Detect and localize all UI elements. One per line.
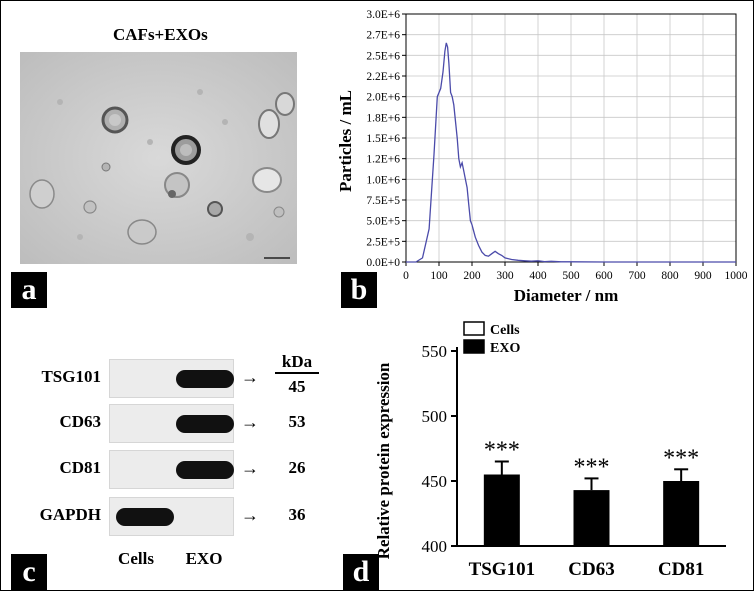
protein-band: [176, 415, 234, 433]
y-tick-label: 400: [422, 537, 448, 556]
legend-swatch: [463, 321, 485, 336]
x-tick-label: 600: [595, 270, 613, 282]
lane-label-exo: EXO: [185, 549, 223, 568]
blot-lane-strip: [109, 450, 234, 489]
panel-d-letter: d: [343, 554, 379, 590]
x-tick-label: TSG101: [469, 559, 536, 580]
bar-exo-cd63: [573, 490, 610, 546]
legend: Cells EXO: [463, 321, 520, 356]
y-tick-labels: 0.0E+0 2.5E+5 5.0E+5 7.5E+5 1.0E+6 1.2E+6 1.5E…: [366, 9, 400, 269]
x-tick-label: 400: [529, 270, 547, 282]
significance-label: ***: [484, 438, 520, 464]
x-tick-label: 200: [463, 270, 481, 282]
y-tick-label: 450: [422, 472, 448, 491]
significance-label: ***: [663, 445, 699, 471]
bar-exo-tsg101: [483, 474, 520, 546]
y-tick-label: 1.2E+6: [366, 154, 400, 166]
arrow-icon: →: [241, 367, 259, 387]
legend-swatch: [463, 339, 485, 354]
axes: [402, 13, 737, 266]
protein-expression-chart: 400 450 500 550 *** *** *** TSG101 CD63 CD81 Ce…: [374, 321, 726, 580]
y-tick-label: 7.5E+5: [366, 195, 400, 207]
y-tick-label: 3.0E+6: [366, 9, 400, 21]
blot-row-label: CD81: [59, 458, 101, 477]
y-tick-label: 1.8E+6: [366, 112, 400, 124]
y-tick-label: 2.7E+6: [366, 30, 400, 42]
y-tick-label: 500: [422, 407, 448, 426]
kda-value: 26: [288, 458, 306, 477]
grid: [405, 13, 737, 263]
kda-value: 36: [288, 505, 306, 524]
y-axis-label: Relative protein expression: [374, 362, 393, 559]
x-tick-label: 800: [661, 270, 679, 282]
kda-value: 53: [288, 412, 306, 431]
panel-a-letter: a: [11, 272, 47, 308]
kda-header: kDa: [275, 352, 319, 374]
blot-lane-strip: [109, 359, 234, 398]
panel-b-letter: b: [341, 272, 377, 308]
x-tick-label: 300: [496, 270, 514, 282]
legend-label: EXO: [490, 341, 520, 356]
blot-row-label: CD63: [59, 412, 101, 431]
protein-band: [176, 370, 234, 388]
y-tick-label: 1.0E+6: [366, 174, 400, 186]
x-tick-label: 500: [562, 270, 580, 282]
blot-row-label: TSG101: [41, 367, 101, 386]
x-tick-label: 700: [628, 270, 646, 282]
panel-a-title: CAFs+EXOs: [113, 25, 208, 44]
blot-lane-strip: [109, 497, 234, 536]
y-tick-label: 1.5E+6: [366, 133, 400, 145]
x-tick-label: 100: [430, 270, 448, 282]
x-axis-label: Diameter / nm: [514, 286, 619, 305]
particle-distribution-line: [406, 42, 736, 263]
arrow-icon: →: [241, 505, 259, 525]
arrow-icon: →: [241, 458, 259, 478]
x-tick-label: 0: [403, 270, 409, 282]
blot-lane-strip: [109, 404, 234, 443]
x-tick-labels: TSG101 CD63 CD81: [469, 559, 705, 580]
y-tick-labels: 400 450 500 550: [422, 342, 448, 556]
x-tick-label: CD63: [568, 559, 614, 580]
lane-label-cells: Cells: [118, 549, 154, 568]
bars: *** *** ***: [483, 438, 700, 546]
x-tick-label: 900: [694, 270, 712, 282]
y-tick-label: 550: [422, 342, 448, 361]
arrow-icon: →: [241, 412, 259, 432]
legend-label: Cells: [490, 323, 520, 338]
y-tick-label: 2.5E+6: [366, 50, 400, 62]
y-tick-label: 5.0E+5: [366, 216, 400, 228]
y-tick-label: 2.0E+6: [366, 92, 400, 104]
kda-value: 45: [288, 377, 306, 396]
y-tick-label: 2.5E+5: [366, 236, 400, 248]
panel-c-letter: c: [11, 554, 47, 590]
bar-exo-cd81: [663, 481, 700, 546]
x-tick-label: CD81: [658, 559, 704, 580]
protein-band: [116, 508, 174, 526]
y-tick-label: 0.0E+0: [366, 257, 400, 269]
nta-size-distribution-chart: 0.0E+0 2.5E+5 5.0E+5 7.5E+5 1.0E+6 1.2E+6 1.5E…: [336, 9, 748, 305]
y-tick-label: 2.2E+6: [366, 71, 400, 83]
x-tick-label: 1000: [725, 270, 748, 282]
tem-micrograph: [20, 52, 297, 264]
blot-row-label: GAPDH: [39, 505, 101, 524]
significance-label: ***: [574, 454, 610, 480]
protein-band: [176, 461, 234, 479]
y-axis-label: Particles / mL: [336, 90, 355, 192]
x-tick-labels: 0 100 200 300 400 500 600 700 800 900 1000: [403, 270, 748, 282]
